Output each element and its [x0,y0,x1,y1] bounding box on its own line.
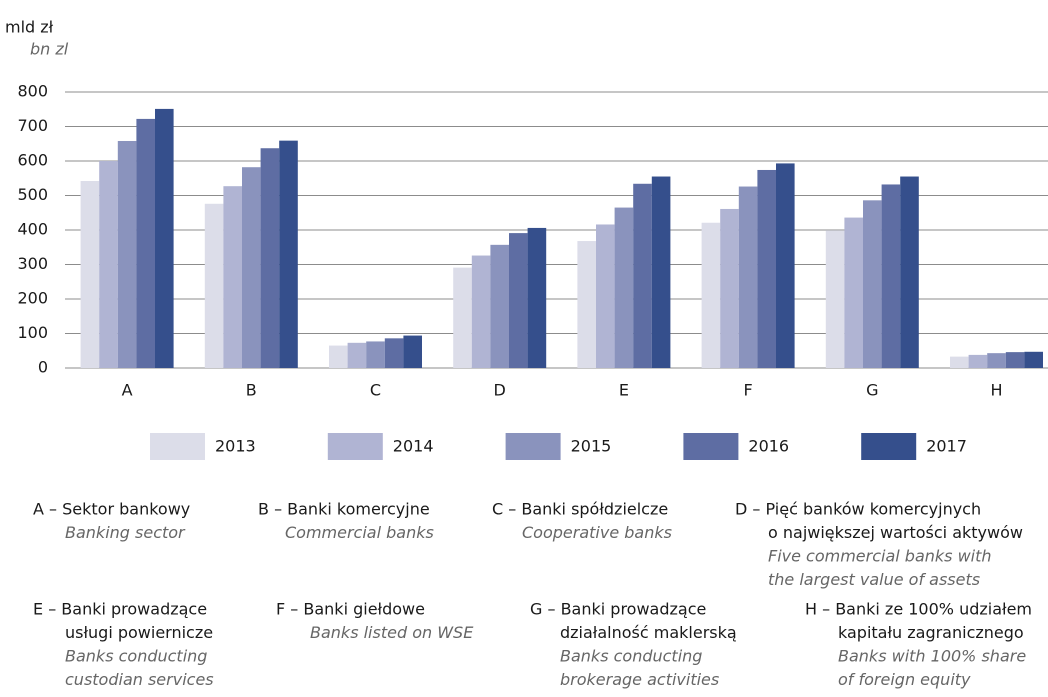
note-text: G – Banki prowadzące [530,600,706,619]
legend-swatch [327,433,383,460]
note-text: B – Banki komercyjne [258,500,430,519]
bar [403,335,422,368]
note-text-en: Banking sector [65,523,186,542]
x-tick-label: H [990,381,1002,400]
bar [987,353,1006,368]
x-tick-label: G [866,381,878,400]
note-text: o największej wartości aktywów [768,523,1023,542]
note-text: E – Banki prowadzące [33,600,207,619]
bar [776,163,795,368]
note-text-en: Commercial banks [285,523,434,542]
x-tick-label: C [370,381,381,400]
y-tick-label: 300 [17,254,48,273]
note-text-en: Banks listed on WSE [310,623,474,642]
note-text: kapitału zagranicznego [838,623,1024,642]
note-text-en: Banks with 100% share [838,647,1026,666]
note-text-en: Five commercial banks with [768,547,992,566]
legend-label: 2013 [215,437,256,456]
bar [99,161,118,368]
y-tick-label: 100 [17,323,48,342]
bar [863,200,882,368]
y-axis-label: mld zł [5,18,54,37]
note-text-en: brokerage activities [560,670,719,689]
note-text-en: of foreign equity [838,670,971,689]
bar [596,224,615,368]
legend-label: 2017 [926,437,967,456]
y-tick-label: 600 [17,151,48,170]
x-tick-label: A [122,381,133,400]
x-tick-label: F [743,381,752,400]
bar [720,208,739,368]
legend-swatch [861,433,917,460]
bar [366,341,385,368]
bar [223,186,242,368]
bar [577,241,596,368]
legend-swatch [150,433,205,460]
bar [881,184,901,368]
bar [614,207,634,368]
bar [453,267,472,368]
bar [1005,352,1025,368]
bar [155,108,174,368]
bar [204,203,224,368]
legend-swatch [505,433,561,460]
y-tick-label: 0 [38,358,48,377]
y-tick-label: 700 [17,116,48,135]
legend-label: 2016 [748,437,789,456]
bar [633,183,652,368]
y-tick-label: 400 [17,220,48,239]
note-text: usługi powiernicze [65,623,213,642]
note-text: F – Banki giełdowe [276,600,425,619]
note-text-en: the largest value of assets [768,570,980,589]
bar [509,233,528,368]
bar [117,140,137,368]
bar [471,255,491,368]
y-tick-label: 800 [17,82,48,101]
bar [1024,351,1043,368]
bar [651,176,671,368]
legend-label: 2014 [393,437,434,456]
x-tick-label: D [494,381,506,400]
bar [950,356,969,368]
bar [825,230,845,368]
y-axis-label-en: bn zl [30,40,69,59]
bar [347,342,367,368]
bar [968,354,988,368]
bar [900,176,919,368]
note-text: H – Banki ze 100% udziałem [805,600,1032,619]
bar [738,186,758,368]
bar [527,227,547,368]
note-text-en: Banks conducting [65,647,207,666]
note-text-en: Cooperative banks [522,523,672,542]
bar [260,148,280,368]
bar [384,338,404,368]
bar [329,345,348,368]
note-text-en: Banks conducting [560,647,702,666]
bar [242,167,261,368]
bar [701,222,721,368]
x-tick-label: B [246,381,257,400]
bar [279,140,298,368]
legend-label: 2015 [571,437,612,456]
bar [80,181,100,368]
note-text: C – Banki spółdzielcze [492,500,668,519]
x-tick-label: E [619,381,629,400]
note-text-en: custodian services [65,670,214,689]
note-text: D – Pięć banków komercyjnych [735,500,981,519]
bar [757,169,776,368]
note-text: działalność maklerską [560,623,737,642]
bar [844,217,863,368]
note-text: A – Sektor bankowy [33,500,190,519]
legend-swatch [683,433,739,460]
y-tick-label: 200 [17,289,48,308]
bar [136,118,155,368]
y-tick-label: 500 [17,185,48,204]
bar [490,244,509,368]
